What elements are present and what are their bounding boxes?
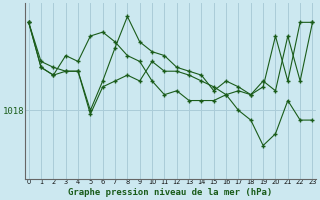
X-axis label: Graphe pression niveau de la mer (hPa): Graphe pression niveau de la mer (hPa) bbox=[68, 188, 273, 197]
